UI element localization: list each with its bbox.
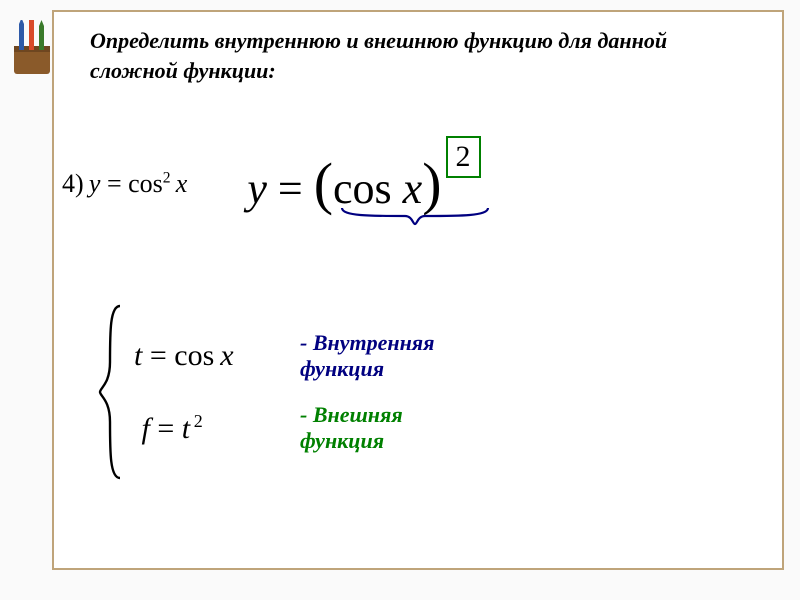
function-system: t = cos x - Внутренняя функция f = t 2 -… — [98, 302, 434, 482]
outer-label-line2: функция — [300, 428, 384, 453]
inner-function-label: - Внутренняя функция — [300, 330, 434, 383]
inner-function-row: t = cos x - Внутренняя функция — [134, 330, 434, 383]
outer-function-label: - Внешняя функция — [300, 402, 403, 455]
slide-heading: Определить внутреннюю и внешнюю функцию … — [90, 26, 730, 85]
exponent-box: 2 — [446, 136, 481, 178]
inner-label-line1: - Внутренняя — [300, 330, 434, 355]
outer-function-row: f = t 2 - Внешняя функция — [134, 402, 434, 455]
open-paren-icon: ( — [314, 150, 333, 217]
outer-function-expr: f = t 2 — [134, 411, 284, 446]
problem-number: 4) — [62, 169, 84, 198]
outer-label-line1: - Внешняя — [300, 402, 403, 427]
pencil-holder-icon — [8, 20, 56, 78]
underbrace-icon — [340, 206, 490, 226]
inner-label-line2: функция — [300, 356, 384, 381]
slide-frame — [52, 10, 784, 570]
left-brace-icon — [98, 302, 126, 482]
system-rows: t = cos x - Внутренняя функция f = t 2 -… — [126, 302, 434, 482]
problem-expression-small: 4) y = cos2 x — [62, 169, 187, 199]
big-eq: = — [267, 164, 314, 213]
inner-function-expr: t = cos x — [134, 339, 284, 373]
big-y: y — [247, 164, 267, 213]
